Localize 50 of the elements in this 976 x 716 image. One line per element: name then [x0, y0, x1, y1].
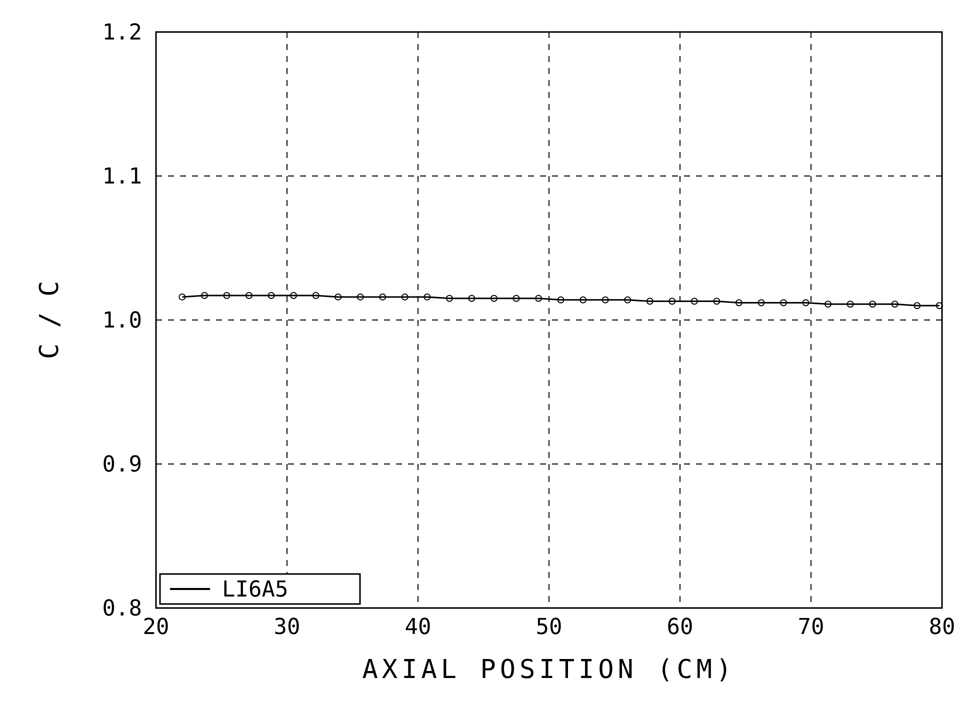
point	[780, 299, 787, 306]
y-tick-label: 1.2	[102, 20, 142, 46]
x-tick-label: 30	[274, 615, 300, 640]
point	[246, 292, 253, 300]
x-tick-label: 50	[536, 615, 562, 640]
y-tick-label: 0.8	[102, 596, 142, 622]
point	[178, 293, 186, 300]
x-tick-label: 60	[666, 615, 694, 640]
point	[424, 293, 431, 300]
point	[735, 299, 742, 306]
point	[802, 299, 810, 306]
point	[446, 294, 453, 302]
point	[535, 294, 542, 302]
legend-label: LI6A5	[222, 578, 288, 603]
point	[468, 294, 476, 302]
point	[891, 300, 898, 308]
point	[334, 293, 342, 300]
point	[512, 294, 520, 302]
point	[356, 293, 364, 300]
point	[668, 298, 676, 305]
point	[914, 302, 921, 310]
point	[936, 302, 943, 310]
point	[312, 292, 320, 300]
y-tick-label: 1.1	[102, 164, 142, 190]
x-tick-label: 70	[798, 615, 824, 640]
point	[824, 300, 832, 308]
point	[690, 298, 698, 305]
point	[490, 294, 498, 302]
point	[846, 300, 854, 308]
y-tick-label: 0.9	[102, 452, 142, 478]
point	[646, 298, 654, 305]
point	[758, 299, 765, 306]
x-tick-label: 80	[928, 615, 956, 640]
x-tick-label: 40	[404, 615, 432, 640]
point	[869, 300, 876, 308]
x-tick-label: 20	[142, 615, 170, 640]
point	[223, 292, 230, 300]
point	[602, 296, 609, 304]
x-axis-title: AXIAL POSITION (CM)	[362, 655, 736, 685]
point	[379, 293, 386, 300]
point	[268, 292, 275, 300]
point	[401, 293, 408, 300]
point	[200, 292, 208, 300]
point	[290, 292, 298, 300]
point	[580, 296, 587, 304]
point	[557, 296, 564, 304]
y-tick-label: 1.0	[102, 308, 142, 334]
y-axis-title: C / C	[35, 280, 65, 360]
point	[624, 296, 632, 304]
point	[713, 298, 720, 305]
